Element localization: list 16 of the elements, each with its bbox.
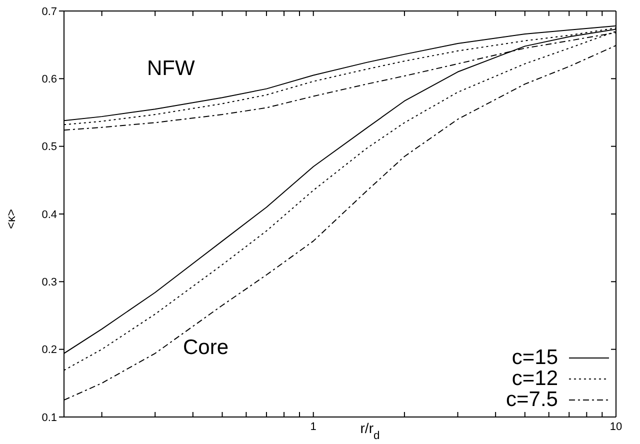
y-tick-label: 0.6 [42,74,57,86]
y-tick-label: 0.4 [42,208,57,221]
legend-label: c=7.5 [506,388,558,411]
y-tick-label: 0.2 [42,344,57,356]
y-tick-label: 0.1 [42,412,57,424]
legend-label: c=12 [512,367,558,390]
y-tick-label: 0.5 [42,141,57,154]
x-tick-label: 10 [610,420,622,433]
annotation: NFW [147,57,195,80]
y-axis-title: <κ> [4,208,18,230]
x-tick-label: 1 [310,420,316,433]
x-axis-title: r/r$_{d}$ [360,420,380,442]
y-tick-label: 0.3 [42,276,57,289]
legend-label: c=15 [512,346,558,369]
y-tick-label: 0.7 [42,6,57,18]
annotation: Core [183,336,229,359]
